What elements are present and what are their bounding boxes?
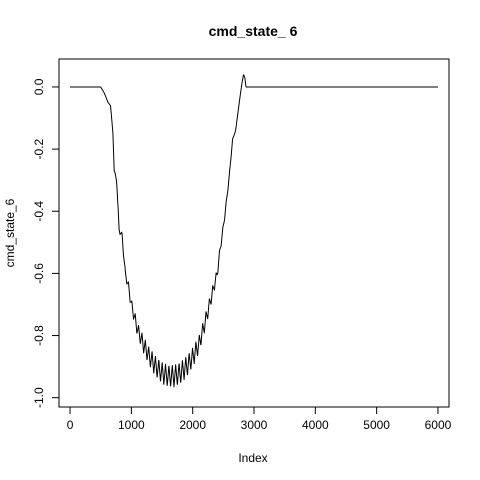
series-line-cmd-state-6 [69,74,439,388]
y-axis-label: cmd_state_6 [3,198,17,267]
y-tick-label: 0.0 [32,78,46,95]
plot-frame [58,58,450,408]
x-tick-label: 0 [67,418,74,432]
x-tick-label: 6000 [425,418,452,432]
x-tick-label: 3000 [241,418,268,432]
chart-title: cmd_state_ 6 [209,23,298,39]
x-tick-label: 2000 [179,418,206,432]
x-tick-label: 5000 [363,418,390,432]
y-tick-label: -0.2 [32,138,46,159]
y-tick-label: -0.6 [32,263,46,284]
y-tick-label: -0.4 [32,201,46,222]
y-axis: 0.0 -0.2 -0.4 -0.6 -0.8 -1.0 [32,78,60,408]
y-tick-label: -1.0 [32,387,46,408]
y-tick-label: -0.8 [32,325,46,346]
x-tick-label: 4000 [302,418,329,432]
x-axis-label: Index [238,451,267,465]
x-tick-label: 1000 [118,418,145,432]
x-axis: 0 1000 2000 3000 4000 5000 6000 [67,406,452,432]
